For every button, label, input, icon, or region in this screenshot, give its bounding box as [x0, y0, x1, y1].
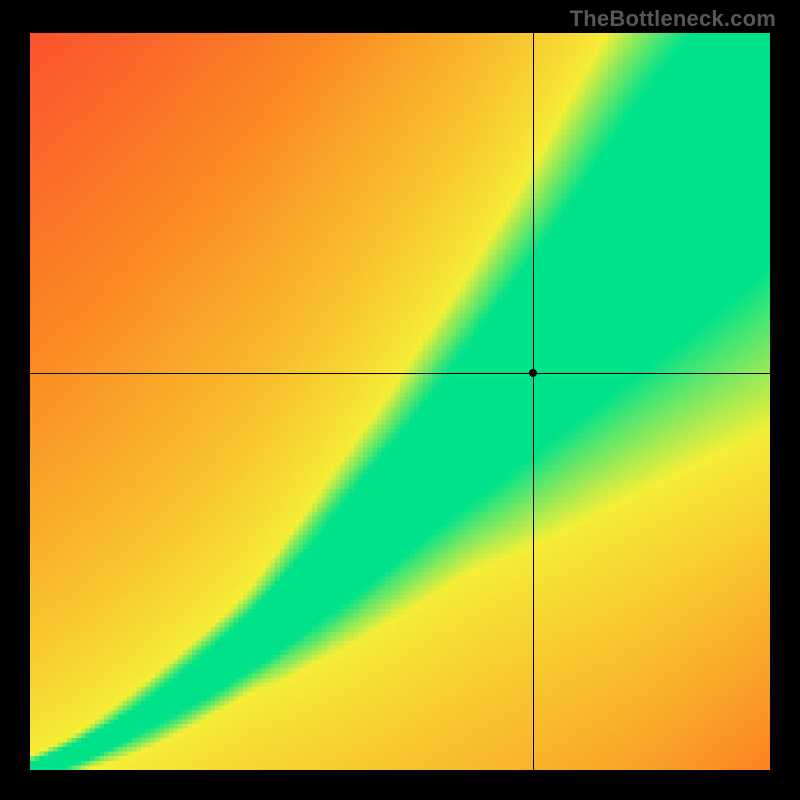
- bottleneck-heatmap: [30, 33, 770, 770]
- plot-area: [30, 33, 770, 770]
- crosshair-marker-dot: [529, 369, 537, 377]
- crosshair-horizontal: [30, 373, 770, 374]
- watermark-text: TheBottleneck.com: [570, 6, 776, 32]
- crosshair-vertical: [533, 33, 534, 770]
